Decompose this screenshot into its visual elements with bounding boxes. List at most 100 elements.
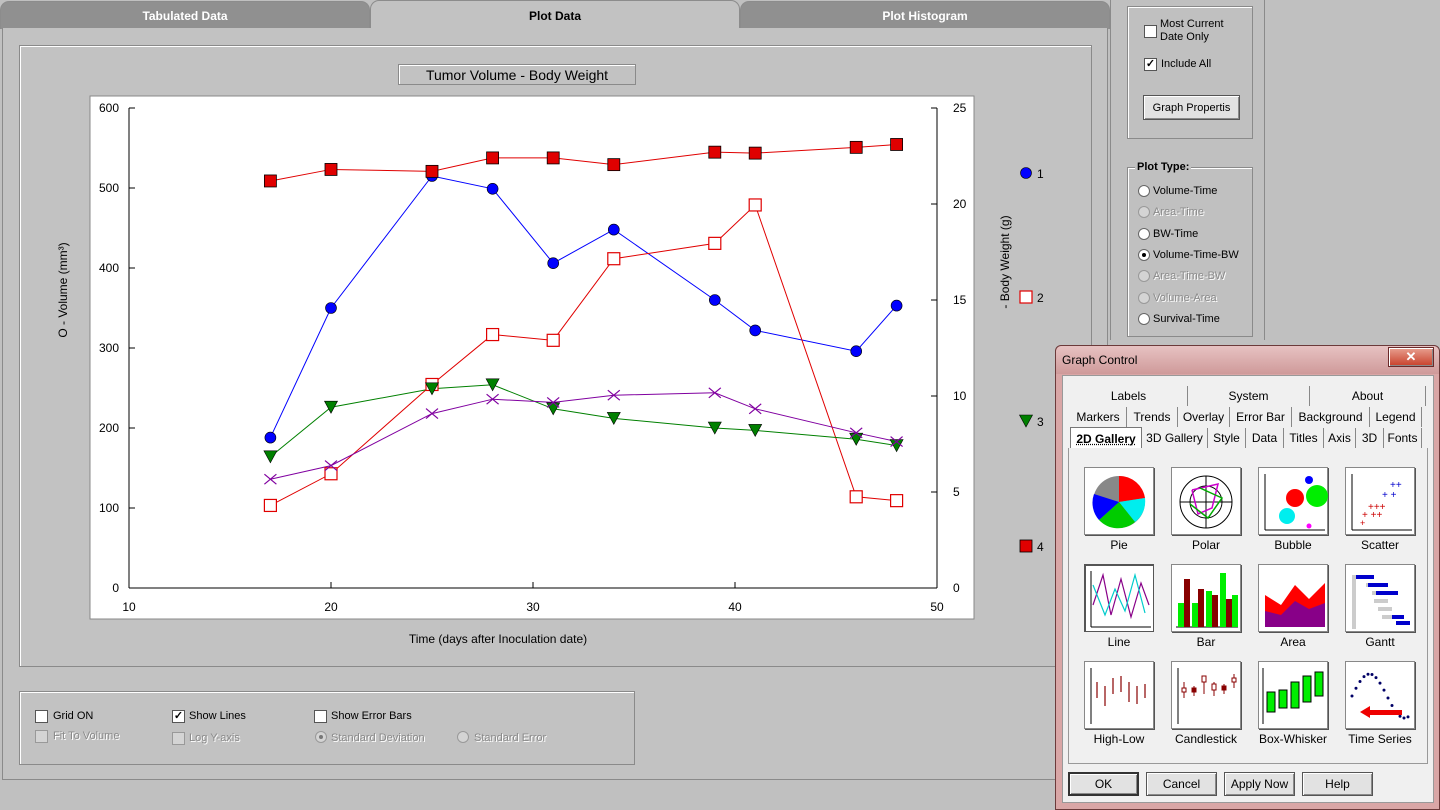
data-point	[486, 151, 500, 165]
dialog-tab-label: Style	[1213, 431, 1240, 445]
gallery-pie-button[interactable]	[1084, 467, 1154, 535]
dialog-tab-axis[interactable]: Axis	[1324, 428, 1356, 448]
dialog-tab-titles[interactable]: Titles	[1284, 428, 1324, 448]
fit-to-volume-checkbox[interactable]	[35, 730, 48, 743]
gallery-bubble-button[interactable]	[1258, 467, 1328, 535]
line-chart-icon	[1090, 571, 1151, 628]
plot-type-label: Volume-Time	[1153, 185, 1218, 197]
gallery-line-button[interactable]	[1084, 564, 1154, 632]
gallery-polar-button[interactable]	[1171, 467, 1241, 535]
time-series-chart-icon	[1350, 672, 1410, 720]
data-point	[749, 324, 762, 337]
y-left-tick-label: 0	[112, 581, 119, 595]
show-error-bars-checkbox[interactable]	[314, 710, 327, 723]
y-left-tick-label: 100	[99, 501, 119, 515]
y-left-tick-label: 600	[99, 101, 119, 115]
tab-tabulated-data-label: Tabulated Data	[142, 8, 228, 23]
dialog-tab-3d-gallery[interactable]: 3D Gallery	[1142, 428, 1208, 448]
dialog-tab-markers[interactable]: Markers	[1070, 407, 1127, 427]
gallery-candlestick-button[interactable]	[1171, 661, 1241, 729]
gallery-scatter-button[interactable]: + ++ +++ + + ++ +	[1345, 467, 1415, 535]
gallery-caption: Pie	[1110, 538, 1128, 552]
graph-properties-label: Graph Propertis	[1152, 101, 1231, 114]
tab-plot-data[interactable]: Plot Data	[370, 0, 740, 30]
graph-properties-button[interactable]: Graph Propertis	[1143, 95, 1240, 120]
data-point	[263, 174, 277, 188]
help-label: Help	[1325, 777, 1350, 791]
data-point	[607, 252, 621, 266]
data-point	[264, 431, 277, 444]
dialog-tab-background[interactable]: Background	[1292, 407, 1370, 427]
dialog-tab-system[interactable]: System	[1188, 386, 1310, 406]
x-tick-label: 30	[526, 600, 540, 614]
legend-label: 2	[1037, 291, 1044, 305]
svg-text:+: +	[1360, 518, 1365, 528]
log-y-axis-checkbox[interactable]	[172, 732, 185, 745]
data-point	[889, 494, 904, 508]
dialog-tab-legend[interactable]: Legend	[1370, 407, 1422, 427]
candlestick-chart-icon	[1177, 668, 1237, 724]
gallery-gantt-button[interactable]	[1345, 564, 1415, 632]
tab-tabulated-data[interactable]: Tabulated Data	[0, 1, 370, 29]
dialog-tab-fonts[interactable]: Fonts	[1384, 428, 1422, 448]
cancel-button[interactable]: Cancel	[1146, 772, 1217, 796]
plot-type-radio[interactable]	[1138, 227, 1150, 240]
grid-on-checkbox[interactable]	[35, 710, 48, 723]
dialog-tab-data[interactable]: Data	[1246, 428, 1284, 448]
dialog-tab-error-bar[interactable]: Error Bar	[1230, 407, 1292, 427]
plot-type-label: Area-Time	[1153, 206, 1204, 219]
data-point	[708, 236, 722, 250]
dialog-tab-label: Trends	[1133, 410, 1171, 424]
most-current-checkbox[interactable]	[1144, 25, 1157, 38]
series-line-4	[270, 143, 897, 182]
plot-type-radio[interactable]	[1138, 270, 1150, 283]
dialog-tab-labels[interactable]: Labels	[1070, 386, 1188, 406]
apply-now-label: Apply Now	[1230, 777, 1289, 791]
svg-text:+ +: + +	[1382, 490, 1397, 501]
gallery-box-whisker-button[interactable]	[1258, 661, 1328, 729]
dialog-close-button[interactable]: ✕	[1388, 347, 1434, 367]
gallery-time-series-button[interactable]	[1345, 661, 1415, 729]
plot-type-radio[interactable]	[1138, 312, 1150, 325]
gallery-bar-button[interactable]	[1171, 564, 1241, 632]
ok-label: OK	[1094, 777, 1113, 791]
dialog-tab-overlay[interactable]: Overlay	[1178, 407, 1230, 427]
show-lines-checkbox[interactable]: ✓	[172, 710, 185, 723]
scatter-chart-icon: + ++++++ ++++	[1351, 474, 1412, 531]
dialog-title: Graph Control	[1062, 353, 1138, 367]
plot-type-radio[interactable]	[1138, 248, 1150, 261]
date-filter-group	[1127, 6, 1253, 139]
dialog-tab-style[interactable]: Style	[1208, 428, 1246, 448]
standard-deviation-radio[interactable]	[315, 731, 327, 743]
dialog-tab-label: Axis	[1328, 431, 1351, 445]
dialog-tab-label: System	[1228, 389, 1269, 403]
data-point	[708, 145, 722, 159]
tab-plot-histogram-label: Plot Histogram	[882, 8, 968, 23]
help-button[interactable]: Help	[1302, 772, 1373, 796]
x-axis-label: Time (days after Inoculation date)	[409, 632, 587, 646]
dialog-tab-about[interactable]: About	[1310, 386, 1426, 406]
dialog-tab-3d[interactable]: 3D	[1356, 428, 1384, 448]
standard-error-label: Standard Error	[474, 732, 547, 744]
data-point	[546, 396, 560, 408]
tab-plot-histogram[interactable]: Plot Histogram	[740, 1, 1110, 29]
standard-error-radio[interactable]	[457, 731, 469, 743]
data-point	[748, 403, 762, 415]
apply-now-button[interactable]: Apply Now	[1224, 772, 1295, 796]
legend-marker	[1018, 414, 1034, 428]
plot-type-radio[interactable]	[1138, 185, 1150, 197]
plot-type-radio[interactable]	[1138, 291, 1150, 304]
data-point	[324, 460, 338, 472]
y-right-tick-label: 15	[953, 293, 967, 307]
include-all-checkbox[interactable]: ✓	[1144, 58, 1157, 71]
dialog-titlebar[interactable]	[1056, 346, 1439, 374]
ok-button[interactable]: OK	[1068, 772, 1139, 796]
plot-type-radio[interactable]	[1138, 206, 1150, 219]
dialog-tab-trends[interactable]: Trends	[1127, 407, 1178, 427]
show-error-bars-label: Show Error Bars	[331, 710, 412, 722]
data-point	[424, 382, 440, 396]
gallery-high-low-button[interactable]	[1084, 661, 1154, 729]
data-point	[850, 345, 863, 358]
gallery-area-button[interactable]	[1258, 564, 1328, 632]
dialog-tab-2d-gallery[interactable]: 2D Gallery	[1070, 427, 1142, 449]
